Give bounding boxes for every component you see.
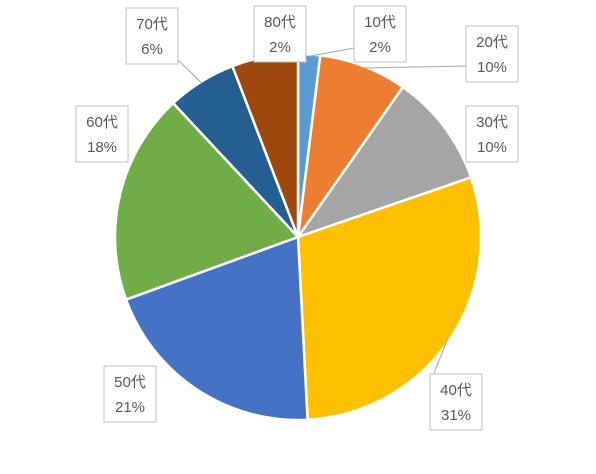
data-label-category: 80代 (264, 14, 296, 31)
pie-slices (113, 52, 483, 422)
data-label-box (465, 25, 519, 83)
data-label-category: 10代 (364, 14, 396, 31)
leader-line-2 (362, 65, 467, 69)
data-label-category: 20代 (476, 34, 508, 51)
leader-line-4 (431, 338, 449, 379)
data-label-category: 50代 (114, 374, 146, 391)
data-label-category: 60代 (86, 114, 118, 131)
pie-slice-3 (294, 85, 473, 240)
data-label-value: 21% (115, 399, 145, 416)
data-label-box (429, 373, 483, 431)
data-label-box (103, 365, 157, 423)
leader-line-7 (177, 59, 203, 84)
data-label-value: 18% (87, 139, 117, 156)
data-label-box (253, 5, 307, 63)
data-label-category: 40代 (440, 382, 472, 399)
pie-slice-6 (113, 101, 301, 302)
data-label-box (75, 105, 129, 163)
pie-slice-4 (296, 175, 483, 422)
data-label-value: 6% (141, 41, 163, 58)
data-label-value: 31% (441, 407, 471, 424)
data-label-value: 10% (477, 59, 507, 76)
data-label-category: 70代 (136, 16, 168, 33)
data-label-box (353, 5, 407, 63)
data-label-value: 2% (269, 39, 291, 56)
leader-line-1 (308, 47, 355, 57)
data-label-category: 30代 (476, 114, 508, 131)
data-label-value: 2% (369, 39, 391, 56)
data-label-box (465, 105, 519, 163)
data-label-value: 10% (477, 139, 507, 156)
leader-lines (177, 47, 467, 379)
data-label-box (125, 7, 179, 65)
pie-slice-5 (124, 235, 309, 422)
